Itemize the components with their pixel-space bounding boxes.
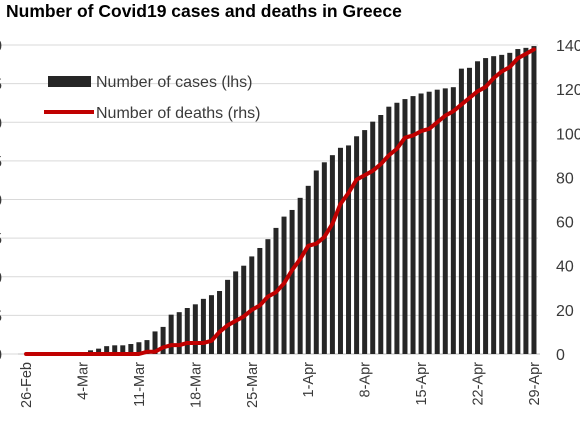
right-tick-label: 120	[556, 82, 580, 99]
bars-layer	[23, 46, 537, 355]
bar-cases	[120, 345, 126, 354]
bar-cases	[370, 121, 376, 355]
bar-cases	[305, 185, 311, 354]
bar-cases	[176, 312, 182, 354]
bar-cases	[152, 331, 158, 354]
left-tick-label: 0	[0, 270, 2, 287]
bar-cases	[466, 67, 472, 355]
bar-cases	[208, 295, 214, 354]
right-axis-ticks: 0 20 40 60 80 100 120 140	[556, 38, 580, 364]
bar-cases	[289, 209, 295, 354]
left-axis-ticks: 0 5 0 5 0 5 0 5 0	[0, 38, 2, 364]
right-tick-label: 140	[556, 38, 580, 55]
bar-cases	[362, 130, 368, 354]
left-tick-label: 5	[0, 154, 2, 171]
bar-cases	[200, 298, 206, 354]
chart-title: Number of Covid19 cases and deaths in Gr…	[6, 1, 402, 21]
bar-cases	[313, 170, 319, 354]
right-tick-label: 60	[556, 215, 574, 232]
bar-cases	[523, 47, 529, 355]
right-tick-label: 0	[556, 347, 565, 364]
bar-cases	[136, 342, 142, 354]
left-tick-label: 5	[0, 231, 2, 248]
bar-cases	[112, 345, 118, 354]
right-tick-label: 20	[556, 303, 574, 320]
bar-cases	[531, 46, 537, 355]
bar-cases	[410, 96, 416, 354]
bar-cases	[434, 89, 440, 354]
bar-cases	[402, 99, 408, 354]
bar-cases	[144, 340, 150, 354]
bar-cases	[192, 304, 198, 354]
left-tick-label: 0	[0, 347, 2, 364]
bar-cases	[450, 87, 456, 355]
bar-cases	[483, 58, 489, 354]
line-deaths	[24, 47, 536, 356]
bar-cases	[515, 49, 521, 354]
bar-cases	[346, 145, 352, 354]
x-tick-label: 29-Apr	[527, 362, 543, 406]
left-tick-label: 0	[0, 193, 2, 210]
bar-cases	[426, 91, 432, 354]
bar-cases	[233, 271, 239, 354]
bar-cases	[249, 256, 255, 354]
x-tick-label: 26-Feb	[19, 362, 35, 408]
x-tick-label: 25-Mar	[245, 362, 261, 408]
bar-cases	[354, 136, 360, 354]
bar-cases	[458, 68, 464, 354]
bar-cases	[491, 56, 497, 354]
bar-cases	[378, 115, 384, 354]
left-tick-label: 0	[0, 38, 2, 55]
bar-cases	[160, 326, 166, 354]
legend-label-cases: Number of cases (lhs)	[96, 74, 253, 91]
bar-cases	[394, 102, 400, 354]
bar-cases	[104, 346, 110, 354]
left-tick-label: 5	[0, 77, 2, 94]
bar-cases	[168, 314, 174, 354]
line-layer	[24, 47, 536, 356]
bar-cases	[96, 348, 102, 354]
left-tick-label: 0	[0, 115, 2, 132]
legend-swatch-cases	[48, 76, 91, 87]
bar-cases	[321, 162, 327, 354]
x-tick-label: 11-Mar	[132, 362, 148, 407]
bar-cases	[418, 93, 424, 354]
x-tick-label: 15-Apr	[414, 362, 430, 406]
bar-cases	[329, 155, 335, 354]
right-tick-label: 80	[556, 170, 574, 187]
bar-cases	[184, 308, 190, 354]
bar-cases	[475, 61, 481, 354]
bar-cases	[128, 344, 134, 354]
bar-cases	[297, 197, 303, 354]
left-tick-label: 5	[0, 308, 2, 325]
x-tick-label: 8-Apr	[358, 362, 374, 398]
right-tick-label: 100	[556, 126, 580, 143]
bar-cases	[499, 54, 505, 355]
legend: Number of cases (lhs) Number of deaths (…	[44, 74, 261, 122]
bar-cases	[241, 265, 247, 354]
bar-cases	[257, 247, 263, 354]
bar-cases	[217, 291, 223, 354]
x-tick-label: 1-Apr	[301, 362, 317, 398]
right-tick-label: 40	[556, 259, 574, 276]
x-tick-label: 18-Mar	[188, 362, 204, 408]
x-tick-label: 22-Apr	[471, 362, 487, 406]
x-tick-label: 4-Mar	[75, 362, 91, 400]
bar-cases	[337, 147, 343, 354]
bar-cases	[442, 88, 448, 354]
bar-cases	[225, 279, 231, 354]
legend-label-deaths: Number of deaths (rhs)	[96, 105, 261, 122]
bar-cases	[507, 52, 513, 355]
bar-cases	[386, 106, 392, 354]
x-axis-ticks: 26-Feb 4-Mar 11-Mar 18-Mar 25-Mar 1-Apr 8-Apr 1…	[19, 362, 543, 408]
